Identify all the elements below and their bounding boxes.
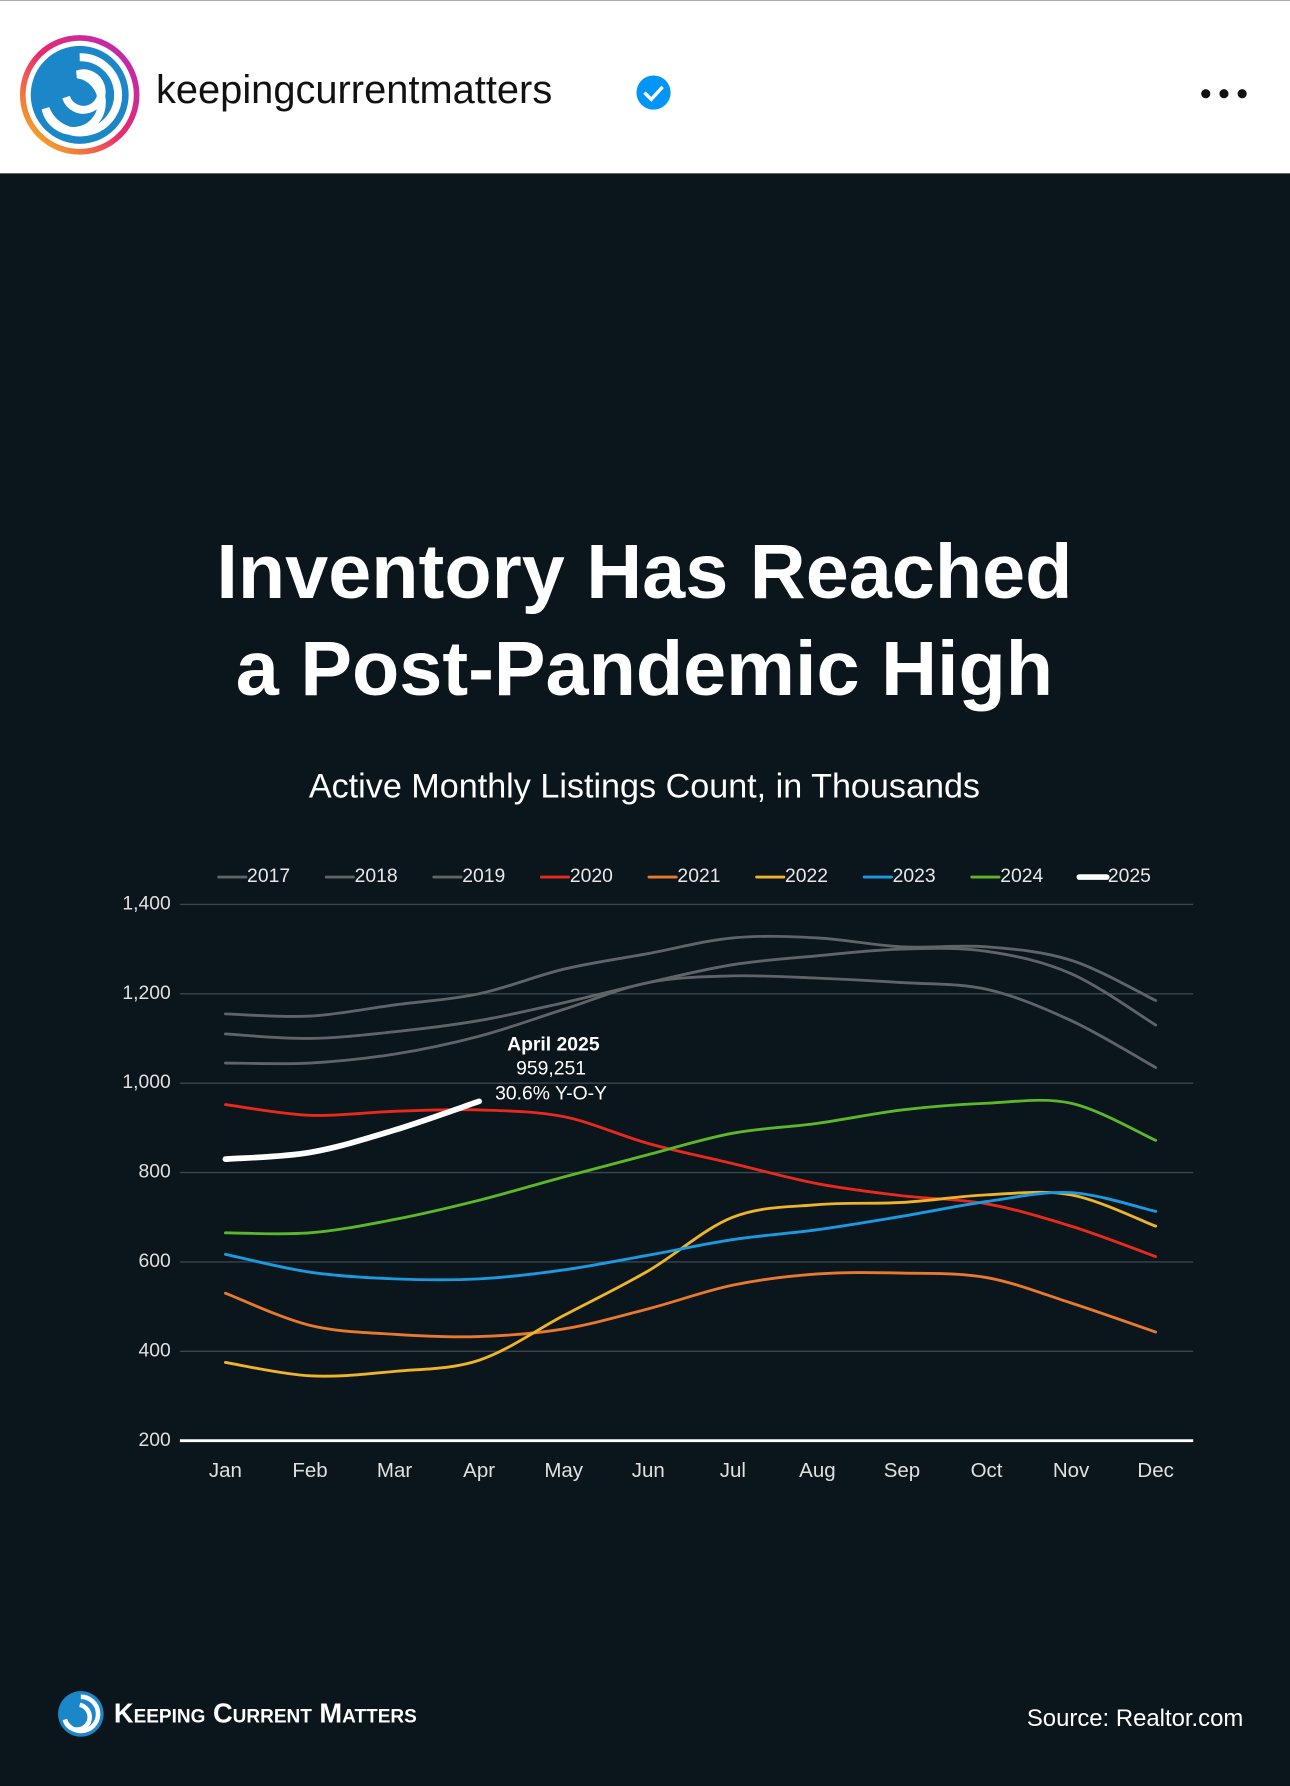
x-tick-label: Feb	[292, 1459, 327, 1482]
verified-badge	[636, 75, 671, 110]
source: Source: Realtor.com	[1027, 1705, 1243, 1732]
x-tick-label: Mar	[377, 1459, 412, 1482]
chart-title: a Post-Pandemic High	[236, 626, 1053, 712]
series-line	[224, 1190, 1158, 1282]
x-tick-label: Oct	[971, 1459, 1003, 1482]
x-tick-label: Nov	[1053, 1459, 1090, 1482]
post-image	[0, 173, 1290, 1786]
legend-label: 2025	[1108, 865, 1151, 887]
brand-name: Keeping Current Matters	[114, 1697, 417, 1728]
username[interactable]: keepingcurrentmatters	[156, 68, 552, 112]
y-tick-label: 400	[139, 1339, 171, 1361]
legend-label: 2024	[1000, 865, 1043, 887]
more-options[interactable]	[1201, 89, 1247, 99]
legend-label: 2017	[247, 865, 290, 887]
y-tick-label: 600	[139, 1250, 171, 1272]
legend-label: 2019	[462, 865, 505, 887]
series-line	[222, 1098, 482, 1162]
y-tick-label: 800	[139, 1161, 171, 1183]
annotation-change: 30.6% Y-O-Y	[495, 1083, 607, 1105]
verified-check	[643, 85, 664, 102]
series-line	[224, 1271, 1158, 1339]
legend-label: 2022	[785, 865, 828, 887]
series-line	[224, 934, 1158, 1018]
series-line	[224, 1190, 1158, 1378]
y-tick-label: 200	[139, 1429, 171, 1451]
y-tick-label: 1,200	[122, 982, 170, 1004]
x-tick-label: Sep	[884, 1459, 920, 1482]
x-tick-label: Dec	[1137, 1459, 1173, 1482]
x-tick-label: May	[544, 1459, 583, 1482]
legend-label: 2021	[677, 865, 720, 887]
chart-subtitle: Active Monthly Listings Count, in Thousa…	[309, 767, 980, 805]
series-line	[224, 974, 1158, 1069]
x-tick-label: Aug	[799, 1459, 835, 1482]
avatar-ring[interactable]	[19, 35, 140, 155]
legend-label: 2018	[355, 865, 398, 887]
legend-label: 2023	[893, 865, 936, 887]
plot: 200 400 600 800 1,000 1,200 1,400 Jan Feb Mar Apr M…	[122, 865, 1194, 1482]
avatar-logo	[41, 53, 123, 137]
y-tick-label: 1,400	[122, 892, 170, 914]
x-tick-label: Jun	[632, 1459, 665, 1482]
y-tick-label: 1,000	[122, 1071, 170, 1093]
annotation-value: 959,251	[516, 1058, 586, 1080]
x-tick-label: Jan	[209, 1459, 242, 1482]
chart-title: Inventory Has Reached	[216, 529, 1072, 615]
annotation-title: April 2025	[507, 1034, 600, 1056]
x-tick-label: Jul	[720, 1459, 746, 1482]
legend-label: 2020	[570, 865, 613, 887]
brand-logo-swirl	[62, 1694, 101, 1734]
series-line	[224, 1098, 1158, 1236]
series-line	[224, 946, 1158, 1040]
series-line	[224, 1103, 1158, 1258]
x-tick-label: Apr	[463, 1459, 495, 1482]
